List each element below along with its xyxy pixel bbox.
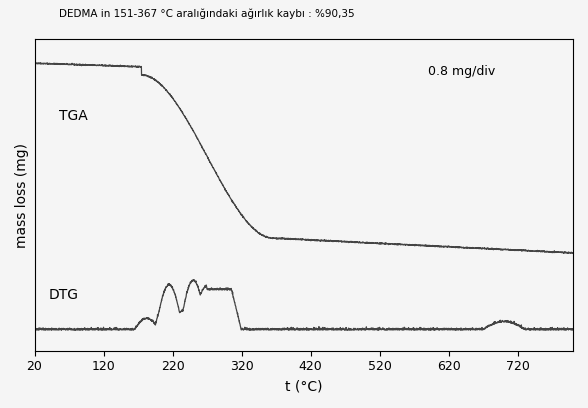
Text: 0.8 mg/div: 0.8 mg/div bbox=[428, 65, 495, 78]
Text: DEDMA in 151-367 °C aralığındaki ağırlık kaybı : %90,35: DEDMA in 151-367 °C aralığındaki ağırlık… bbox=[59, 8, 355, 19]
X-axis label: t (°C): t (°C) bbox=[285, 379, 323, 393]
Text: TGA: TGA bbox=[59, 109, 88, 122]
Y-axis label: mass loss (mg): mass loss (mg) bbox=[15, 143, 29, 248]
Text: DTG: DTG bbox=[48, 288, 78, 302]
